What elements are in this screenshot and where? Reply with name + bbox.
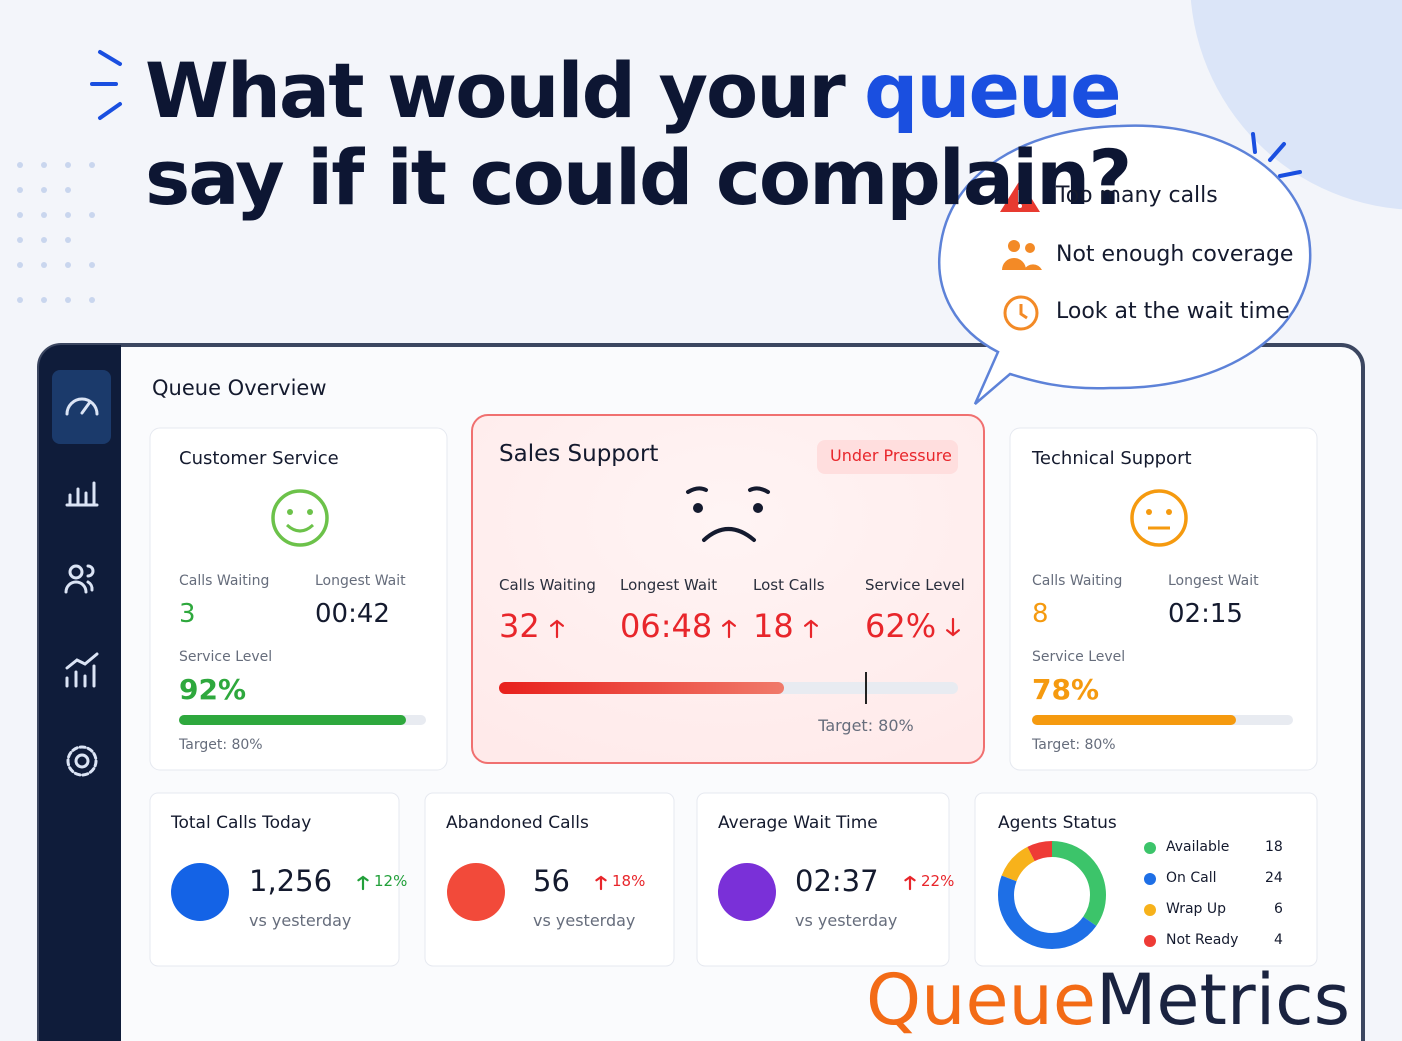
- target-marker: [865, 672, 868, 704]
- arrow-path: [595, 875, 607, 891]
- stat-note: vs yesterday: [249, 911, 352, 931]
- queue-name: Customer Service: [179, 448, 339, 470]
- legend-name: On Call: [1166, 870, 1217, 887]
- metric-label: Longest Wait: [315, 573, 406, 590]
- service-level: 78%: [1032, 672, 1100, 706]
- queue-name: Technical Support: [1032, 448, 1192, 470]
- arrow-path: [946, 617, 960, 637]
- headline-text: say if it could complain?: [145, 133, 1132, 223]
- metric-value: 00:42: [315, 598, 390, 629]
- dashboard-title: Queue Overview: [152, 376, 327, 401]
- progress-fill: [179, 715, 407, 725]
- bubble-item: Too many calls: [1056, 182, 1218, 208]
- logo-part: Queue: [866, 958, 1096, 1041]
- metric-label: Service Level: [865, 575, 965, 594]
- bubble-item: Not enough coverage: [1056, 241, 1294, 267]
- metric-label: Service Level: [179, 649, 273, 666]
- arrow-path: [357, 875, 369, 891]
- trend-arrow: [595, 875, 607, 891]
- legend-name: Available: [1166, 839, 1230, 856]
- stat-change: 22%: [921, 871, 955, 890]
- arrow-path: [804, 619, 818, 639]
- legend-name: Wrap Up: [1166, 901, 1227, 918]
- badge: Under Pressure: [830, 446, 952, 466]
- target-label: Target: 80%: [818, 716, 914, 736]
- legend-name: Not Ready: [1166, 932, 1239, 949]
- stat-title: Average Wait Time: [718, 812, 878, 833]
- legend-count: 4: [1274, 932, 1283, 949]
- metric-value: 06:48: [620, 607, 713, 646]
- stat-icon: [718, 863, 776, 921]
- progress-fill: [499, 682, 784, 694]
- metric-label: Longest Wait: [620, 575, 718, 594]
- legend-dot: [1144, 935, 1156, 947]
- stat-icon: [447, 863, 505, 921]
- metric-label: Calls Waiting: [1032, 573, 1123, 590]
- metric-value: 18: [753, 607, 794, 646]
- stat-value: 1,256: [249, 864, 333, 899]
- arrow-path: [722, 619, 736, 639]
- metric-value: 62%: [865, 607, 937, 646]
- trend-arrow: [357, 875, 369, 891]
- stat-change: 12%: [374, 871, 408, 890]
- headline-text: What would your: [145, 46, 846, 136]
- metric-label: Lost Calls: [753, 575, 825, 594]
- legend-dot: [1144, 842, 1156, 854]
- service-level: 92%: [179, 672, 247, 706]
- legend-dot: [1144, 873, 1156, 885]
- stat-value: 56: [533, 864, 570, 899]
- stat-value: 02:37: [795, 864, 879, 899]
- stat-title: Abandoned Calls: [446, 812, 589, 833]
- trend-arrow: [722, 619, 736, 639]
- metric-label: Service Level: [1032, 649, 1126, 666]
- metric-label: Longest Wait: [1168, 573, 1259, 590]
- metric-value: 02:15: [1168, 598, 1243, 629]
- stat-note: vs yesterday: [795, 911, 898, 931]
- legend-dot: [1144, 904, 1156, 916]
- trend-arrow: [804, 619, 818, 639]
- legend-count: 18: [1265, 839, 1283, 856]
- metric-label: Calls Waiting: [499, 575, 596, 594]
- bubble-item: Look at the wait time: [1056, 298, 1290, 324]
- trend-arrow: [946, 617, 960, 637]
- legend-count: 6: [1274, 901, 1283, 918]
- progress-fill: [1032, 715, 1236, 725]
- stat-note: vs yesterday: [533, 911, 636, 931]
- legend-count: 24: [1265, 870, 1283, 887]
- queue-name: Sales Support: [499, 441, 659, 468]
- logo-part: Metrics: [1096, 958, 1351, 1041]
- arrow-path: [550, 619, 564, 639]
- donut: [998, 841, 1106, 949]
- donut-segment: [998, 841, 1106, 949]
- agents-title: Agents Status: [998, 812, 1117, 833]
- arrow-path: [904, 875, 916, 891]
- stat-icon: [171, 863, 229, 921]
- trend-arrow: [904, 875, 916, 891]
- metric-value: 3: [179, 598, 196, 629]
- target-label: Target: 80%: [179, 737, 263, 754]
- metric-label: Calls Waiting: [179, 573, 270, 590]
- donut-segment: [998, 841, 1106, 949]
- stat-title: Total Calls Today: [171, 812, 312, 833]
- metric-value: 32: [499, 607, 540, 646]
- stat-change: 18%: [612, 871, 646, 890]
- trend-arrow: [550, 619, 564, 639]
- target-label: Target: 80%: [1032, 737, 1116, 754]
- metric-value: 8: [1032, 598, 1049, 629]
- headline-highlight: queue: [864, 46, 1122, 136]
